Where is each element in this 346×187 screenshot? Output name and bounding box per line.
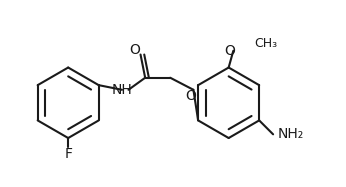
Text: O: O: [185, 89, 196, 103]
Text: CH₃: CH₃: [255, 37, 278, 50]
Text: NH: NH: [112, 83, 133, 97]
Text: O: O: [129, 43, 140, 57]
Text: O: O: [224, 44, 235, 58]
Text: NH₂: NH₂: [278, 127, 304, 141]
Text: F: F: [64, 147, 72, 161]
